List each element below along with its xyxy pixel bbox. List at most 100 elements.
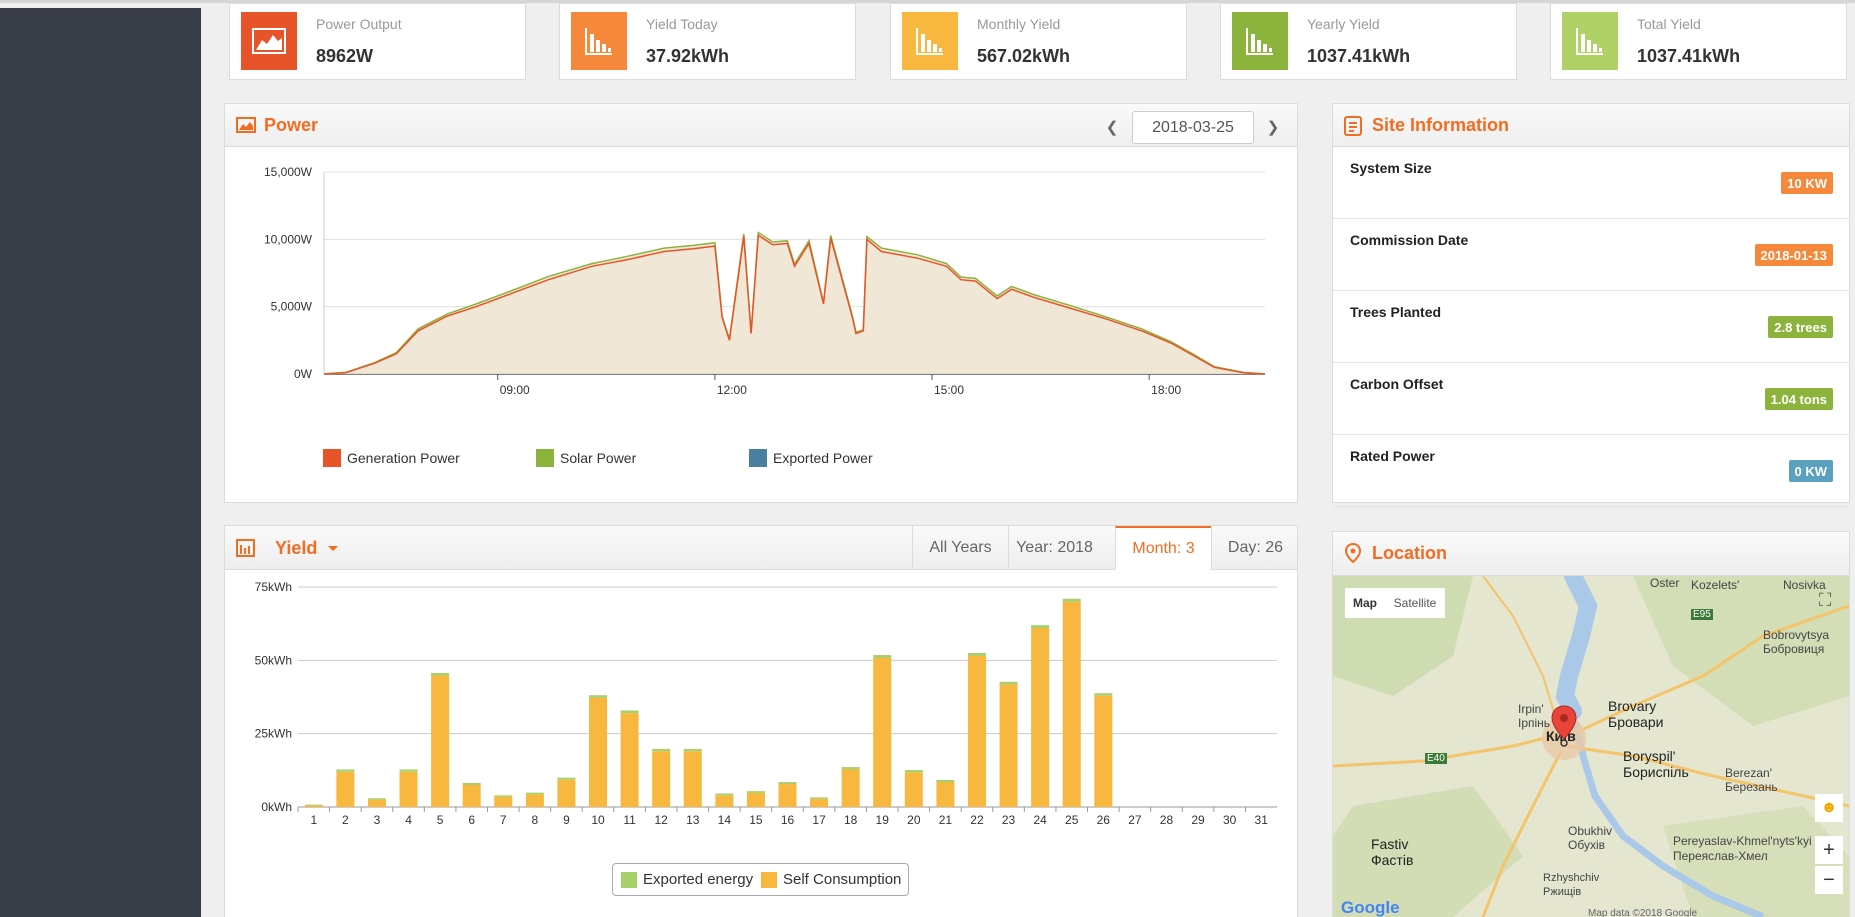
x-tick-label: 13 — [686, 813, 700, 827]
bar-exported-energy — [336, 769, 355, 772]
map-label: Березань — [1725, 780, 1778, 794]
map-marker-icon — [1551, 705, 1577, 747]
location-header: Location — [1333, 532, 1849, 576]
x-tick-label: 19 — [876, 813, 890, 827]
tab-month[interactable]: Month: 3 — [1115, 526, 1211, 570]
x-tick-label: 21 — [939, 813, 953, 827]
site-info-row: Trees Planted 2.8 trees — [1333, 292, 1849, 363]
bar-self-consumption — [367, 799, 386, 807]
x-tick-label: 12:00 — [717, 383, 747, 397]
map-marker-icon — [1344, 542, 1362, 568]
bar-self-consumption — [904, 772, 923, 807]
highway-label: E95 — [1691, 609, 1713, 620]
x-tick-label: 23 — [1002, 813, 1016, 827]
bar-self-consumption — [873, 657, 892, 807]
bar-self-consumption — [1062, 601, 1081, 807]
zoom-out-button[interactable]: − — [1815, 866, 1843, 894]
map-terrain — [1333, 576, 1849, 917]
site-info-row: System Size 10 KW — [1333, 148, 1849, 219]
stat-label: Yearly Yield — [1307, 16, 1380, 32]
legend-label: Self Consumption — [783, 871, 902, 888]
stat-card-yield-today: Yield Today 37.92kWh — [559, 3, 856, 80]
street-view-pegman-icon[interactable]: ☻ — [1815, 794, 1843, 822]
stat-value: 1037.41kWh — [1307, 46, 1411, 66]
map-label: Pereyaslav-Khmel'nyts'kyi — [1673, 834, 1812, 848]
x-tick-label: 30 — [1223, 813, 1237, 827]
bar-exported-energy — [904, 770, 923, 773]
bar-exported-energy — [683, 748, 702, 752]
x-tick-label: 20 — [907, 813, 921, 827]
prev-date-button[interactable]: ❮ — [1105, 119, 1119, 136]
location-map[interactable]: Map Satellite ⛶ Kozelets' Oster Nosivka … — [1333, 576, 1849, 917]
yield-title[interactable]: Yield — [275, 538, 318, 558]
stat-card-monthly-yield: Monthly Yield 567.02kWh — [890, 3, 1187, 80]
x-tick-label: 15 — [749, 813, 763, 827]
x-tick-label: 16 — [781, 813, 795, 827]
x-tick-label: 8 — [532, 813, 539, 827]
map-label: Irpin' — [1518, 702, 1544, 716]
zoom-in-button[interactable]: + — [1815, 836, 1843, 864]
map-type-satellite-button[interactable]: Satellite — [1385, 588, 1445, 618]
tab-day[interactable]: Day: 26 — [1211, 526, 1299, 569]
bar-exported-energy — [304, 804, 323, 806]
highway-label: E40 — [1425, 753, 1447, 764]
x-tick-label: 15:00 — [934, 383, 964, 397]
map-label: Kozelets' — [1691, 578, 1740, 592]
bar-self-consumption — [1031, 628, 1050, 807]
yield-dropdown-caret[interactable] — [328, 546, 338, 551]
stat-value: 8962W — [316, 46, 374, 66]
stat-label: Yield Today — [646, 16, 718, 32]
bar-exported-energy — [399, 769, 418, 772]
y-tick-label: 15,000W — [264, 165, 313, 179]
map-label: Обухів — [1568, 838, 1605, 852]
site-info-badge: 0 KW — [1788, 460, 1833, 482]
bar-self-consumption — [589, 697, 608, 807]
bar-exported-energy — [620, 710, 639, 714]
legend-swatch — [536, 449, 554, 467]
map-label: Bobrovytsya — [1763, 628, 1830, 642]
solar-power-line — [323, 231, 1266, 375]
y-tick-label: 0kWh — [261, 800, 292, 814]
x-tick-label: 18:00 — [1151, 383, 1181, 397]
x-tick-label: 9 — [563, 813, 570, 827]
tab-year[interactable]: Year: 2018 — [1008, 526, 1100, 569]
bar-exported-energy — [431, 672, 450, 676]
legend-exported-energy[interactable]: Exported energy — [621, 871, 753, 888]
power-panel: Power ❮ 2018-03-25 ❯ 15,000W 10,000W 5,000… — [224, 103, 1298, 503]
x-tick-label: 14 — [718, 813, 732, 827]
site-info-label: Trees Planted — [1350, 304, 1442, 320]
legend-generation-power[interactable]: Generation Power — [323, 449, 460, 467]
stat-label: Power Output — [316, 16, 402, 32]
site-info-label: Rated Power — [1350, 448, 1435, 464]
power-panel-header: Power ❮ 2018-03-25 ❯ — [225, 104, 1297, 147]
bar-exported-energy — [1031, 625, 1050, 629]
bar-self-consumption — [999, 684, 1018, 807]
site-info-badge: 2018-01-13 — [1754, 244, 1833, 266]
site-info-badge: 2.8 trees — [1768, 316, 1833, 338]
x-tick-label: 18 — [844, 813, 858, 827]
map-label: Fastiv — [1371, 836, 1409, 852]
next-date-button[interactable]: ❯ — [1266, 119, 1280, 136]
tab-all-years[interactable]: All Years — [912, 526, 1008, 569]
legend-self-consumption[interactable]: Self Consumption — [761, 871, 901, 888]
map-type-map-button[interactable]: Map — [1345, 588, 1385, 618]
bar-chart-icon — [236, 539, 255, 562]
legend-solar-power[interactable]: Solar Power — [536, 449, 636, 467]
stat-value: 567.02kWh — [977, 46, 1071, 66]
stat-value: 1037.41kWh — [1637, 46, 1741, 66]
legend-swatch — [621, 871, 637, 888]
bar-self-consumption — [462, 785, 481, 807]
bar-self-consumption — [715, 795, 734, 807]
power-chart: 15,000W 10,000W 5,000W 0W 09:00 12:00 15:00 18:… — [264, 165, 1266, 397]
bar-exported-energy — [462, 782, 481, 785]
top-border — [0, 0, 1855, 3]
date-input[interactable]: 2018-03-25 — [1132, 111, 1254, 144]
bar-exported-energy — [367, 798, 386, 800]
document-icon — [1344, 116, 1362, 141]
fullscreen-icon[interactable]: ⛶ — [1818, 589, 1832, 610]
bar-exported-energy — [557, 777, 576, 780]
site-info-row: Carbon Offset 1.04 tons — [1333, 364, 1849, 435]
legend-exported-power[interactable]: Exported Power — [749, 449, 873, 467]
legend-swatch — [323, 449, 341, 467]
